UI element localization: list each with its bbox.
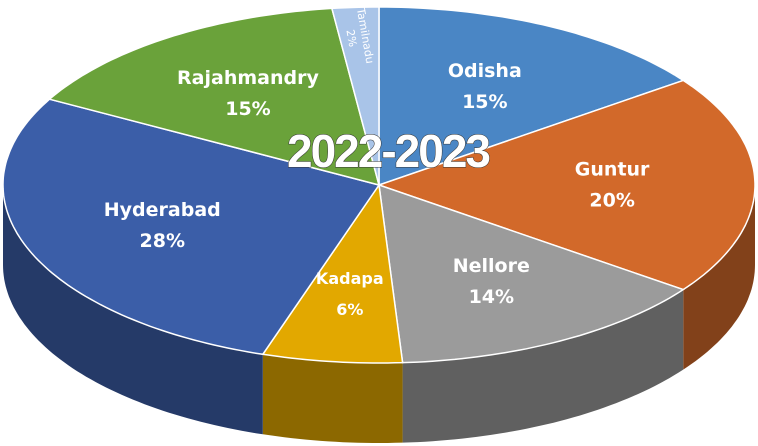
value-label: 14% xyxy=(469,286,514,308)
slice-label: Kadapa xyxy=(316,269,384,288)
slice-label: Rajahmandry xyxy=(177,67,319,89)
slice-label: Odisha xyxy=(448,60,522,82)
slice-label: Hyderabad xyxy=(104,199,221,221)
slice xyxy=(376,79,756,291)
value-label: 15% xyxy=(225,98,270,120)
slice xyxy=(2,98,381,356)
slice-side xyxy=(262,354,403,443)
slice xyxy=(378,6,685,187)
value-label: 28% xyxy=(140,230,185,252)
tops xyxy=(2,6,756,364)
value-label: 6% xyxy=(336,300,363,319)
value-label: 20% xyxy=(589,190,634,212)
slice-label: Guntur xyxy=(575,159,650,181)
value-label: 2% xyxy=(343,29,359,48)
slice-side xyxy=(402,289,684,443)
slice-side xyxy=(683,185,755,370)
slice xyxy=(378,183,685,364)
value-label: 15% xyxy=(462,91,507,113)
slice xyxy=(47,7,381,187)
sides xyxy=(3,185,755,443)
slice-label: Nellore xyxy=(453,255,530,277)
chart-title: 2022-2023 xyxy=(287,125,489,177)
slice xyxy=(330,6,380,186)
slice-side xyxy=(3,185,263,435)
slice xyxy=(261,182,404,364)
